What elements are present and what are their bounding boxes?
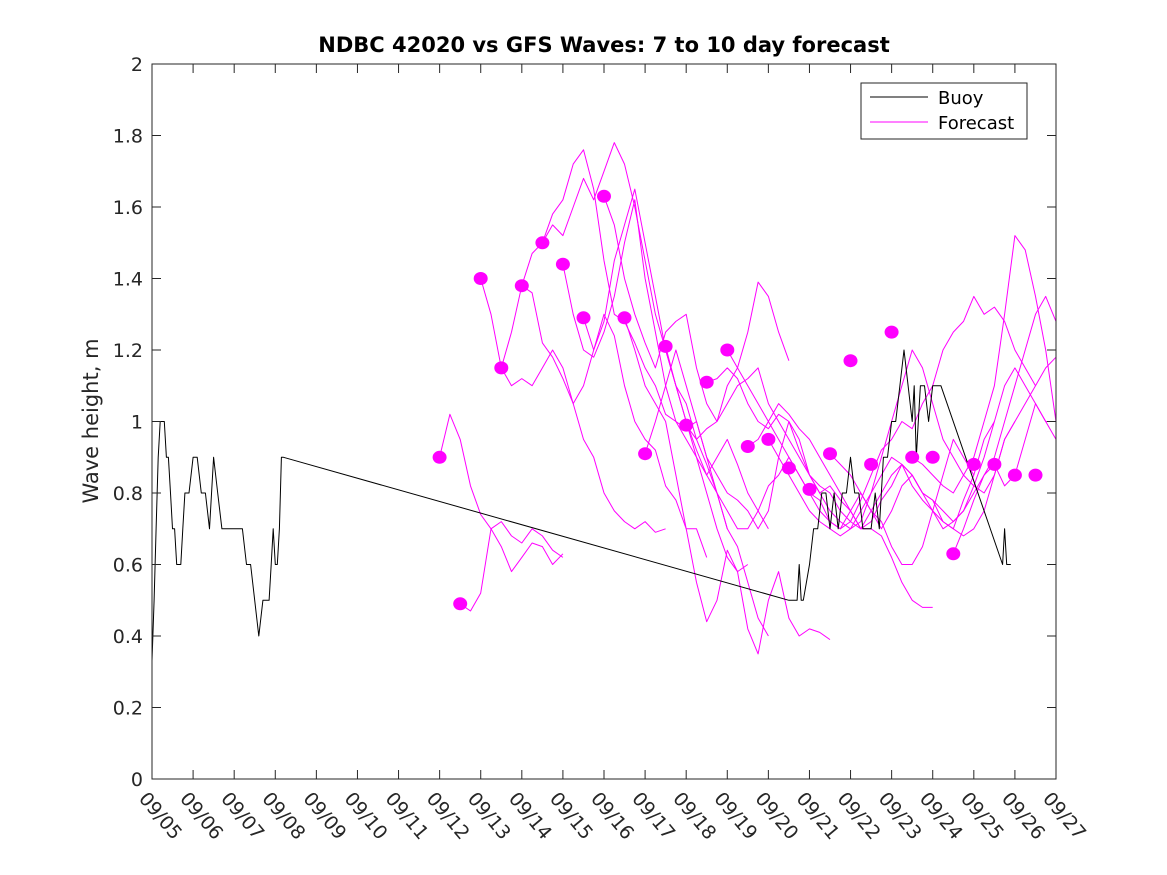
forecast-series-line [541,142,749,573]
y-tick-label: 1.4 [113,269,143,291]
forecast-start-marker [966,457,981,471]
legend: Buoy Forecast [860,82,1028,140]
forecast-start-marker [658,339,673,353]
forecast-start-marker [514,279,529,293]
y-tick-label: 0.4 [113,626,143,648]
y-tick-label: 1 [131,412,143,434]
y-tick-label: 0.6 [113,555,143,577]
forecast-start-marker [802,482,817,496]
y-tick-label: 0.8 [113,483,143,505]
forecast-start-marker [823,447,837,461]
legend-forecast-label: Forecast [938,113,1014,134]
forecast-start-marker [555,257,570,271]
forecast-start-marker [761,432,776,446]
forecast-start-marker [864,457,879,471]
y-axis: 0 0.2 0.4 0.6 0.8 1 1.2 1.4 1.6 1.8 2 [113,54,1056,791]
buoy-series-line [151,349,1011,662]
forecast-series-line [952,403,1057,554]
forecast-start-marker [535,236,550,250]
y-tick-label: 1.2 [113,340,143,362]
y-tick-label: 1.8 [113,126,143,148]
forecast-series-line [459,528,564,612]
legend-box [860,82,1028,140]
y-tick-label: 0.2 [113,698,143,720]
forecast-start-marker [720,343,735,357]
forecast-start-marker [432,450,447,464]
forecast-start-marker [884,325,899,339]
forecast-start-marker [453,597,468,611]
forecast-start-marker [987,457,1002,471]
forecast-start-marker [597,189,611,203]
forecast-start-marker [843,354,858,368]
forecast-start-marker [576,311,591,325]
forecast-start-marker [679,418,694,432]
forecast-start-marker [1028,468,1043,482]
forecast-start-marker [781,461,796,475]
forecast-start-marker [617,311,632,325]
chart-title: NDBC 42020 vs GFS Waves: 7 to 10 day for… [318,33,889,57]
forecast-series-line [726,295,1036,530]
forecast-start-marker [1007,468,1022,482]
forecast-start-marker [494,361,509,375]
forecast-series-line [665,346,975,565]
y-tick-label: 2 [131,54,143,76]
forecast-series-line [911,235,1057,494]
forecast-series-line [603,196,790,422]
marker-layer [432,189,1043,611]
forecast-start-marker [740,440,755,453]
forecast-series-line [500,285,708,558]
forecast-series-line [439,413,564,558]
series-layer [151,142,1057,662]
forecast-start-marker [473,272,488,285]
forecast-start-marker [905,450,920,464]
forecast-start-marker [925,450,940,464]
forecast-series-line [829,356,1057,537]
y-tick-label: 1.6 [113,197,143,219]
y-tick-label: 0 [131,769,143,791]
forecast-start-marker [946,547,961,561]
forecast-start-marker [638,447,653,461]
y-axis-label: Wave height, m [79,338,103,503]
forecast-start-marker [699,375,714,389]
plot-area [152,64,1056,779]
legend-buoy-label: Buoy [938,88,984,109]
